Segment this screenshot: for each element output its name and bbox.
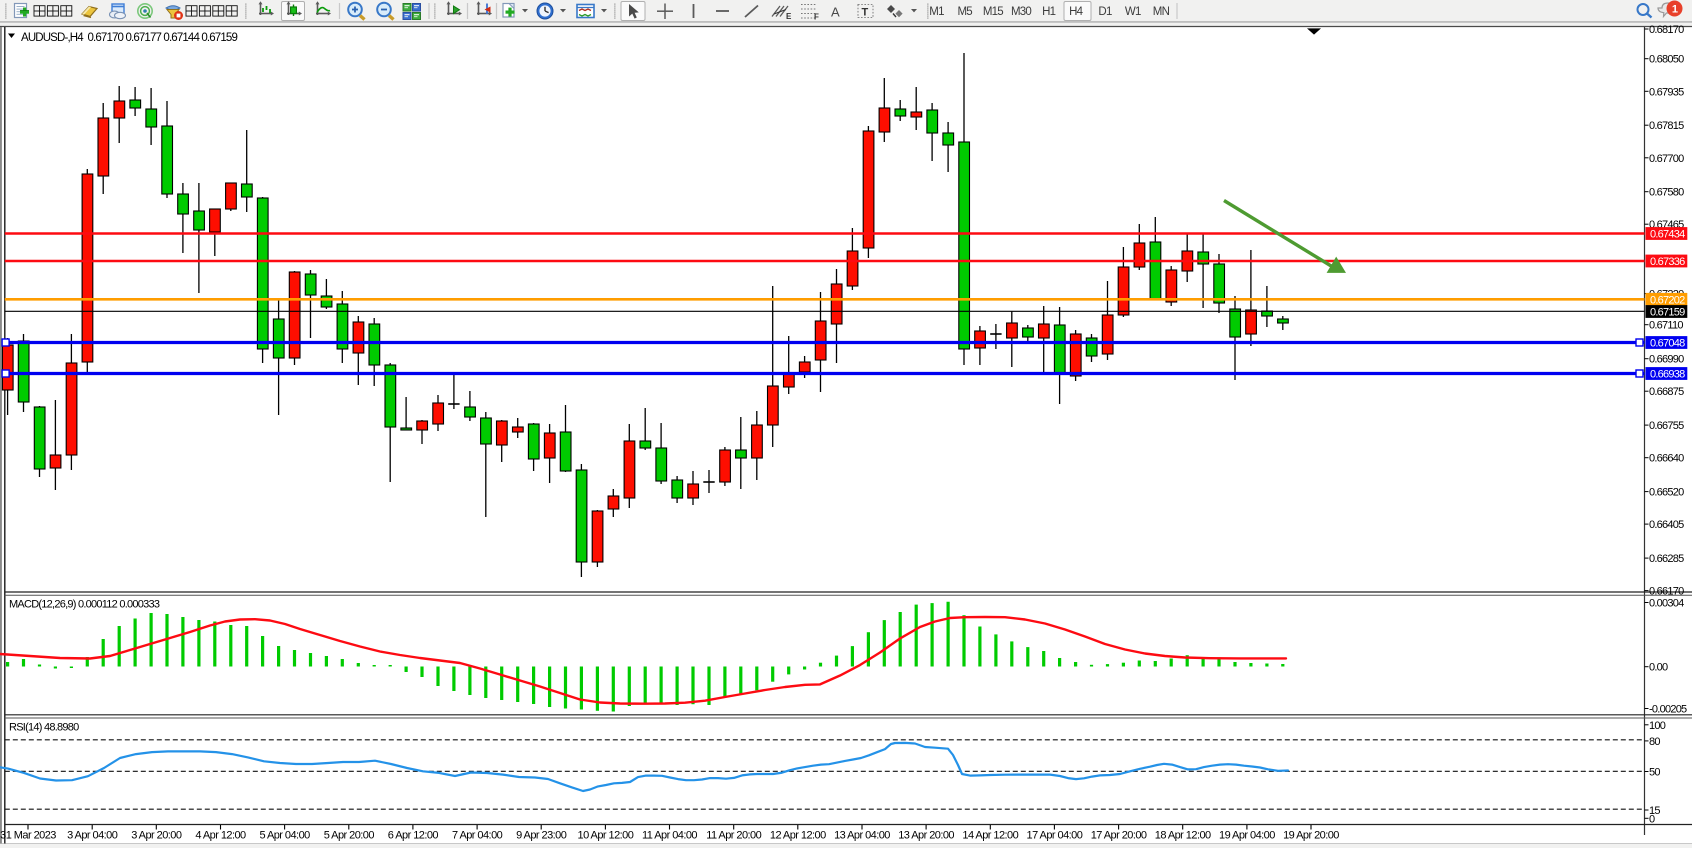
svg-text:4 Apr 12:00: 4 Apr 12:00	[195, 830, 246, 842]
svg-text:H4: H4	[1069, 6, 1084, 18]
svg-text:0.00: 0.00	[1649, 662, 1668, 674]
svg-text:MACD(12,26,9) 0.000112 0.00033: MACD(12,26,9) 0.000112 0.000333	[9, 599, 160, 611]
svg-text:5 Apr 04:00: 5 Apr 04:00	[259, 830, 310, 842]
svg-text:W1: W1	[1125, 6, 1141, 18]
svg-text:0.67815: 0.67815	[1649, 120, 1684, 132]
svg-text:19 Apr 20:00: 19 Apr 20:00	[1283, 830, 1339, 842]
svg-text:80: 80	[1649, 736, 1660, 748]
svg-text:0.67700: 0.67700	[1649, 153, 1684, 165]
svg-text:0.66640: 0.66640	[1649, 453, 1684, 465]
svg-text:0.66755: 0.66755	[1649, 420, 1684, 432]
svg-text:0.66405: 0.66405	[1649, 519, 1684, 531]
svg-text:0.66170: 0.66170	[1649, 586, 1684, 598]
svg-text:-0.00205: -0.00205	[1649, 704, 1687, 716]
svg-text:1: 1	[1672, 4, 1678, 16]
svg-text:0.67336: 0.67336	[1650, 256, 1685, 268]
svg-text:H1: H1	[1042, 6, 1056, 18]
svg-text:18 Apr 12:00: 18 Apr 12:00	[1155, 830, 1211, 842]
svg-text:0.67159: 0.67159	[1650, 307, 1685, 319]
svg-text:6 Apr 12:00: 6 Apr 12:00	[388, 830, 439, 842]
svg-text:0: 0	[1649, 813, 1655, 825]
svg-text:50: 50	[1649, 767, 1660, 779]
svg-text:11 Apr 20:00: 11 Apr 20:00	[706, 830, 761, 842]
svg-text:9 Apr 23:00: 9 Apr 23:00	[516, 830, 567, 842]
svg-text:5 Apr 20:00: 5 Apr 20:00	[324, 830, 375, 842]
svg-text:19 Apr 04:00: 19 Apr 04:00	[1219, 830, 1275, 842]
svg-text:0.68050: 0.68050	[1649, 54, 1684, 66]
svg-text:0.67935: 0.67935	[1649, 86, 1684, 98]
svg-text:14 Apr 12:00: 14 Apr 12:00	[962, 830, 1018, 842]
svg-text:0.66990: 0.66990	[1649, 354, 1684, 366]
svg-text:0.68170: 0.68170	[1649, 24, 1684, 36]
svg-text:F: F	[814, 13, 819, 22]
svg-text:12 Apr 12:00: 12 Apr 12:00	[770, 830, 826, 842]
svg-text:17 Apr 04:00: 17 Apr 04:00	[1027, 830, 1083, 842]
svg-text:15: 15	[1649, 805, 1660, 817]
svg-text:0.67580: 0.67580	[1649, 187, 1684, 199]
svg-text:3 Apr 04:00: 3 Apr 04:00	[67, 830, 118, 842]
svg-text:11 Apr 04:00: 11 Apr 04:00	[642, 830, 697, 842]
svg-text:0.66520: 0.66520	[1649, 487, 1684, 499]
svg-text:MN: MN	[1153, 6, 1170, 18]
svg-text:3 Apr 20:00: 3 Apr 20:00	[131, 830, 182, 842]
svg-text:0.67434: 0.67434	[1650, 229, 1685, 241]
svg-text:17 Apr 20:00: 17 Apr 20:00	[1091, 830, 1147, 842]
svg-text:A: A	[831, 5, 840, 20]
svg-text:7 Apr 04:00: 7 Apr 04:00	[452, 830, 503, 842]
svg-text:E: E	[786, 12, 792, 21]
svg-text:T: T	[862, 7, 869, 19]
svg-text:10 Apr 12:00: 10 Apr 12:00	[578, 830, 634, 842]
svg-text:M30: M30	[1011, 6, 1031, 18]
svg-text:M5: M5	[957, 6, 972, 18]
svg-text:31 Mar 2023: 31 Mar 2023	[0, 830, 56, 842]
svg-text:0.66285: 0.66285	[1649, 553, 1684, 565]
svg-text:0.67202: 0.67202	[1650, 294, 1685, 306]
svg-text:0.67110: 0.67110	[1649, 320, 1683, 332]
svg-text:0.66875: 0.66875	[1649, 386, 1684, 398]
svg-text:0.00304: 0.00304	[1649, 598, 1684, 610]
svg-text:0.67048: 0.67048	[1650, 338, 1685, 350]
svg-text:13 Apr 20:00: 13 Apr 20:00	[898, 830, 954, 842]
svg-text:AUDUSD-,H4 0.67170 0.67177 0.: AUDUSD-,H4 0.67170 0.67177 0.67144 0.671…	[21, 32, 237, 44]
svg-text:M1: M1	[929, 6, 944, 18]
svg-text:13 Apr 04:00: 13 Apr 04:00	[834, 830, 890, 842]
svg-text:100: 100	[1649, 720, 1666, 732]
svg-text:D1: D1	[1098, 6, 1112, 18]
svg-text:RSI(14) 48.8980: RSI(14) 48.8980	[9, 722, 79, 734]
svg-text:M15: M15	[983, 6, 1003, 18]
svg-text:0.66938: 0.66938	[1650, 369, 1685, 381]
